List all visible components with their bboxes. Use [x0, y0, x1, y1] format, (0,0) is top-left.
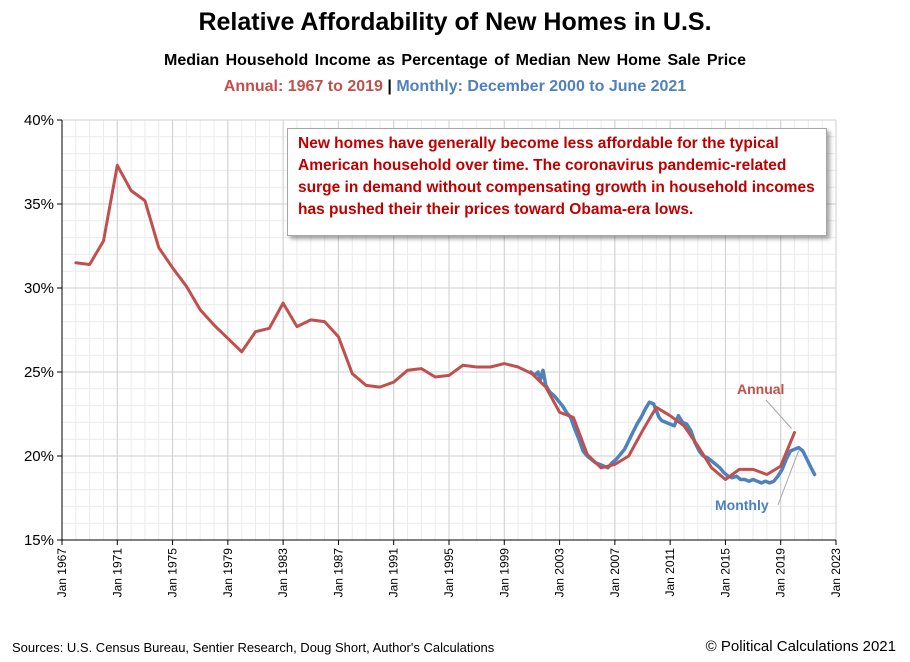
range-separator: |: [387, 78, 392, 95]
y-tick-label: 30%: [24, 280, 54, 297]
chart-series: [74, 163, 817, 485]
monthly-range-label: Monthly: December 2000 to June 2021: [396, 78, 687, 95]
series-line-monthly: [529, 368, 817, 485]
y-tick-label: 40%: [24, 112, 54, 129]
y-axis-ticks: 15% 20% 25% 30% 35% 40%: [24, 112, 62, 549]
y-tick-label: 20%: [24, 448, 54, 465]
monthly-leader-line: [777, 450, 800, 506]
copyright-note: © Political Calculations 2021: [705, 638, 896, 655]
annual-range-label: Annual: 1967 to 2019: [223, 78, 383, 95]
x-tick-label: Jan 1983: [276, 548, 290, 598]
y-tick-label: 15%: [24, 532, 54, 549]
x-tick-label: Jan 1979: [221, 548, 235, 598]
x-tick-label: Jan 1991: [387, 548, 401, 598]
x-tick-label: Jan 1975: [166, 548, 180, 598]
series-line-annual: [74, 163, 796, 481]
sources-note: Sources: U.S. Census Bureau, Sentier Res…: [12, 640, 495, 655]
x-tick-label: Jan 2019: [774, 548, 788, 598]
date-range-line: Annual: 1967 to 2019 | Monthly: December…: [0, 78, 910, 96]
x-tick-label: Jan 2011: [663, 548, 677, 597]
y-tick-label: 25%: [24, 364, 54, 381]
annotation-box: New homes have generally become less aff…: [287, 128, 827, 236]
x-tick-label: Jan 2003: [553, 548, 567, 598]
x-tick-label: Jan 1971: [110, 548, 124, 598]
chart-subtitle: Median Household Income as Percentage of…: [164, 52, 746, 69]
monthly-series-label: Monthly: [715, 497, 769, 513]
annual-leader-line: [765, 399, 792, 429]
x-axis-ticks: Jan 1967 Jan 1971 Jan 1975 Jan 1979 Jan 1983…: [55, 540, 843, 597]
x-tick-label: Jan 2015: [718, 548, 732, 598]
chart-title: Relative Affordability of New Homes in U…: [198, 8, 712, 36]
x-tick-label: Jan 1987: [331, 548, 345, 598]
series-labels: Annual Monthly: [715, 381, 800, 513]
annual-series-label: Annual: [737, 381, 784, 397]
x-tick-label: Jan 2023: [829, 548, 843, 598]
x-tick-label: Jan 1967: [55, 548, 69, 598]
x-tick-label: Jan 1995: [442, 548, 456, 598]
x-tick-label: Jan 2007: [608, 548, 622, 598]
y-tick-label: 35%: [24, 196, 54, 213]
x-tick-label: Jan 1999: [497, 548, 511, 598]
